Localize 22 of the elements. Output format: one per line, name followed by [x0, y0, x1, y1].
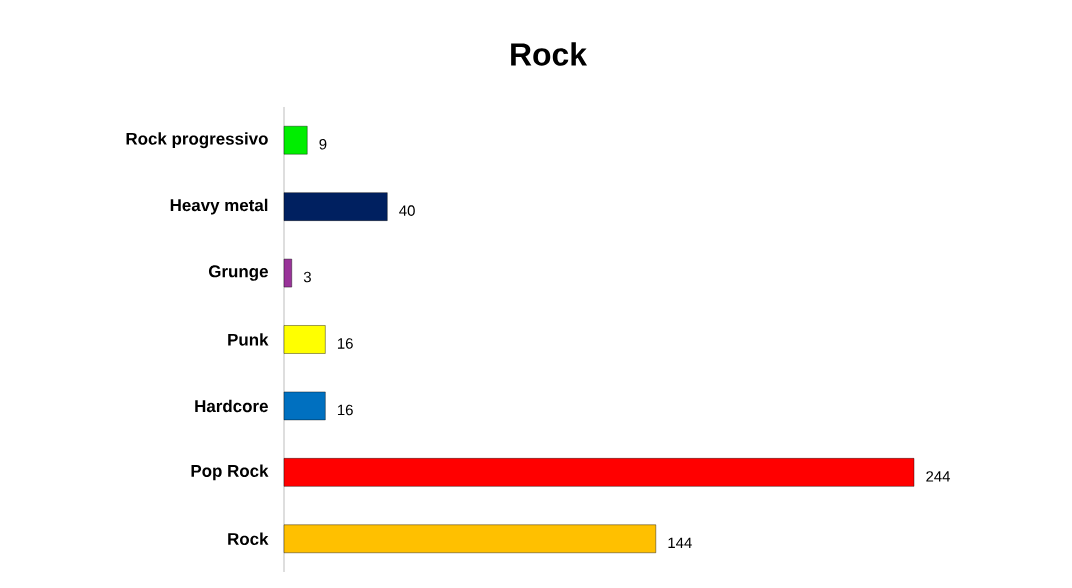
data-label: 3: [303, 271, 311, 283]
bar: [283, 325, 326, 354]
y-tick-label: Heavy metal: [170, 198, 268, 215]
y-tick-label: Grunge: [208, 265, 268, 281]
bar: [283, 126, 308, 155]
bar: [283, 458, 915, 487]
data-label: 16: [337, 338, 353, 349]
y-tick-label: Hardcore: [195, 399, 268, 413]
y-tick-label: Punk: [228, 333, 269, 346]
bar: [283, 391, 326, 421]
data-label: 16: [337, 404, 353, 416]
bar: [283, 192, 388, 221]
y-tick-label: Pop Rock: [191, 464, 269, 481]
bar: [283, 524, 657, 553]
data-label: 40: [399, 205, 415, 216]
y-tick-label: Rock: [228, 532, 269, 545]
data-label: 144: [668, 537, 692, 548]
data-label: 244: [926, 471, 951, 482]
y-tick-label: Rock progressivo: [126, 132, 268, 149]
chart-title: Rock: [511, 42, 588, 66]
bar: [283, 258, 292, 288]
data-label: 9: [319, 138, 327, 150]
